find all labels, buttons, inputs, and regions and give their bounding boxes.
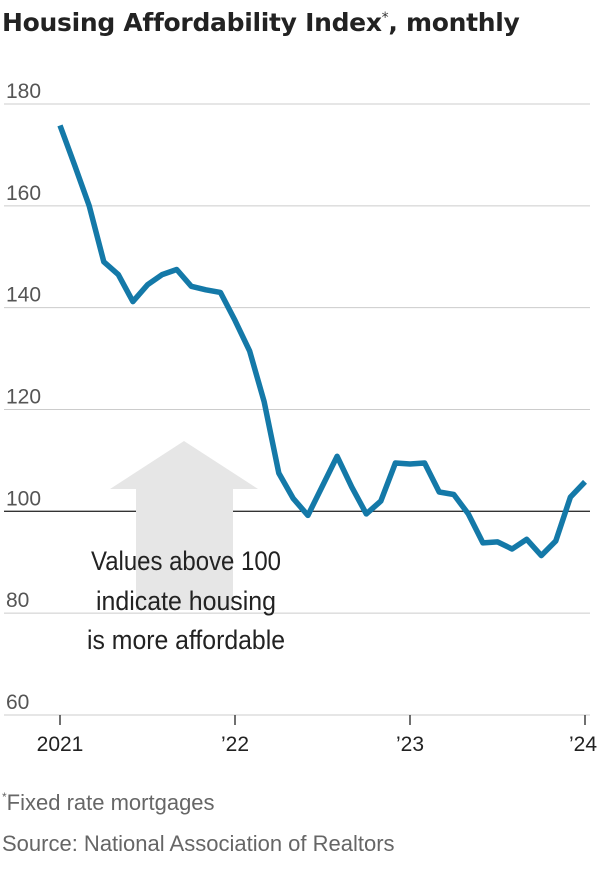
- chart-title: Housing Affordability Index*, monthly: [2, 8, 520, 37]
- y-tick-label-120: 120: [6, 386, 41, 409]
- annotation-line-3: is more affordable: [87, 625, 285, 655]
- title-suffix: , monthly: [388, 8, 520, 37]
- title-text: Housing Affordability Index: [2, 8, 382, 37]
- y-axis-tick-labels: 180 160 140 120 100 80 60: [6, 80, 41, 714]
- affordability-arrow: [110, 441, 258, 610]
- grid-lines: [4, 103, 590, 716]
- y-tick-label-160: 160: [6, 182, 41, 205]
- y-tick-label-80: 80: [6, 589, 29, 612]
- series-layer: [57, 124, 587, 559]
- x-tick-label-4: ’24: [569, 733, 597, 756]
- x-tick-label-1: 2021: [37, 733, 84, 756]
- annotation-line-2: indicate housing: [96, 586, 276, 616]
- y-tick-label-140: 140: [6, 284, 41, 307]
- y-tick-label-60: 60: [6, 691, 29, 714]
- up-arrow-icon: [110, 441, 258, 610]
- line-chart: 180 160 140 120 100 80 60 Values above 100 indi…: [4, 80, 597, 756]
- source-note: Source: National Association of Realtors: [2, 831, 395, 856]
- x-tick-label-3: ’23: [396, 733, 424, 756]
- y-tick-label-100: 100: [6, 487, 41, 510]
- annotation: Values above 100 indicate housing is more …: [87, 546, 285, 655]
- x-tick-label-2: ’22: [221, 733, 249, 756]
- annotation-line-1: Values above 100: [91, 546, 281, 576]
- footnote-text: Fixed rate mortgages: [6, 790, 215, 815]
- footnote-asterisk: *: [2, 790, 7, 804]
- y-tick-label-180: 180: [6, 80, 41, 103]
- title-asterisk: *: [381, 10, 389, 26]
- footnote: *Fixed rate mortgages: [2, 790, 215, 816]
- x-axis: 2021 ’22 ’23 ’24: [37, 715, 597, 756]
